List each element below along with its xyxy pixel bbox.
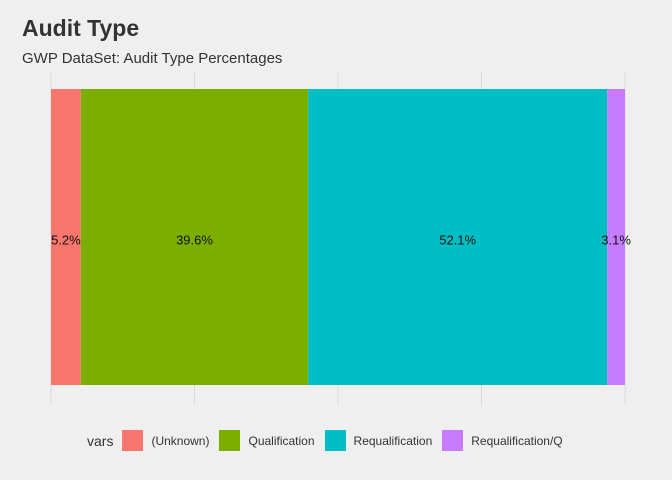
bar-segment xyxy=(80,89,309,385)
chart-subtitle: GWP DataSet: Audit Type Percentages xyxy=(22,50,283,67)
data-label: 5.2% xyxy=(51,233,81,248)
data-label: 3.1% xyxy=(601,233,631,248)
data-label: 52.1% xyxy=(439,233,476,248)
legend-item: Requalification/Q xyxy=(442,430,563,451)
legend-swatch xyxy=(442,430,464,451)
legend: vars (Unknown) Qualification Requalificati… xyxy=(87,430,573,451)
legend-label: Qualification xyxy=(248,433,315,448)
legend-swatch xyxy=(122,430,144,451)
legend-title: vars xyxy=(87,432,114,449)
bar-segments xyxy=(51,89,625,385)
data-label: 39.6% xyxy=(176,233,213,248)
legend-swatch xyxy=(324,430,346,451)
chart-title: Audit Type xyxy=(22,15,140,41)
legend-item: (Unknown) xyxy=(122,430,209,451)
bar-segment xyxy=(308,89,608,385)
legend-item: Requalification xyxy=(324,430,433,451)
legend-label: (Unknown) xyxy=(151,433,210,448)
bar-segment xyxy=(51,89,81,385)
bar-segment xyxy=(607,89,625,385)
legend-item: Qualification xyxy=(219,430,315,451)
data-labels: 5.2% 39.6% 52.1% 3.1% xyxy=(51,233,631,248)
legend-label: Requalification xyxy=(353,433,433,448)
legend-label: Requalification/Q xyxy=(471,433,563,448)
legend-swatch xyxy=(219,430,241,451)
